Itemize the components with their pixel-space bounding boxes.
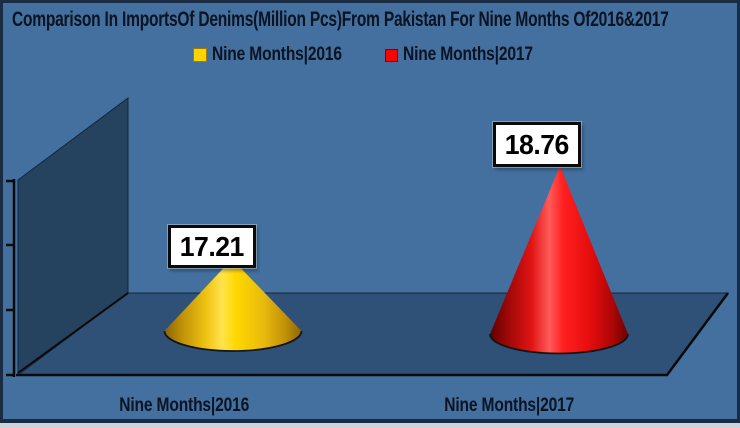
x-axis-label-2017: Nine Months|2017 bbox=[430, 395, 580, 417]
frame-border-left bbox=[0, 0, 3, 423]
legend-swatch-2016 bbox=[193, 48, 207, 62]
legend-swatch-2017 bbox=[385, 49, 398, 62]
floor-front-edge bbox=[16, 292, 730, 377]
frame-border-top bbox=[0, 0, 740, 3]
x-axis-label-2016: Nine Months|2016 bbox=[105, 395, 255, 417]
chart-title-text: Comparison In ImportsOf Denims(Million P… bbox=[12, 8, 669, 31]
frame-border-right bbox=[737, 0, 740, 423]
x-axis-label-2017-text: Nine Months|2017 bbox=[444, 395, 575, 416]
data-label-2016: 17.21 bbox=[168, 225, 256, 268]
data-label-2017-value: 18.76 bbox=[504, 128, 570, 160]
cone-2016 bbox=[163, 259, 303, 352]
wall-floor-edge bbox=[17, 292, 129, 374]
legend-label-2017: Nine Months|2017 bbox=[403, 44, 533, 65]
legend-item-2016: Nine Months|2016 bbox=[212, 44, 370, 66]
data-label-2016-value: 17.21 bbox=[179, 230, 245, 262]
y-axis-ticks bbox=[6, 179, 15, 377]
cone-2017 bbox=[489, 166, 629, 355]
x-axis-label-2016-text: Nine Months|2016 bbox=[119, 395, 250, 416]
legend-item-2017: Nine Months|2017 bbox=[403, 44, 561, 66]
page-bottom-strip bbox=[0, 423, 740, 428]
data-label-2017: 18.76 bbox=[493, 122, 581, 167]
frame-border-bottom bbox=[0, 419, 740, 423]
chart-title: Comparison In ImportsOf Denims(Million P… bbox=[12, 8, 740, 32]
legend-label-2016: Nine Months|2016 bbox=[212, 44, 342, 65]
